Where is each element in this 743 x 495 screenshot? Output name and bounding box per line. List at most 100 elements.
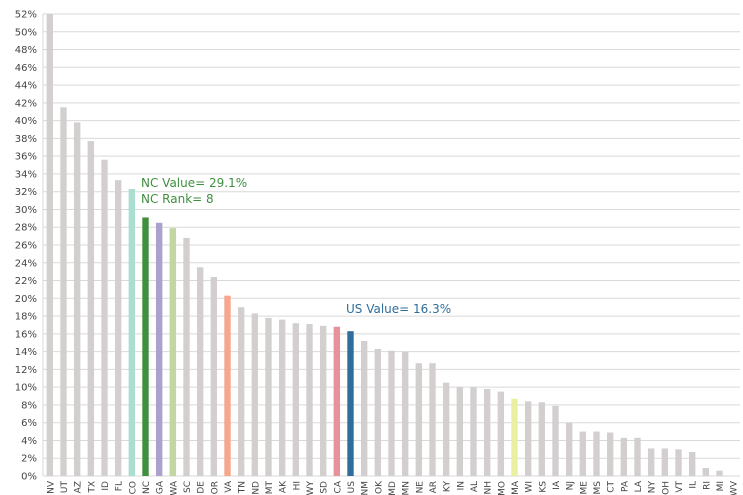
bar [634, 437, 641, 476]
y-tick-label: 2% [21, 454, 37, 465]
bar [538, 402, 546, 476]
y-tick-label: 48% [15, 45, 37, 56]
x-tick-label: DE [197, 481, 207, 494]
x-tick-label: TX [87, 481, 97, 494]
bar [579, 431, 587, 476]
x-tick-label: AZ [74, 481, 84, 493]
x-tick-label: NM [361, 481, 371, 495]
x-tick-label: WI [525, 481, 535, 493]
y-tick-label: 52% [15, 10, 37, 21]
y-tick-label: 14% [15, 347, 37, 358]
bar [524, 401, 532, 476]
x-tick-label: SC [183, 481, 193, 493]
y-tick-label: 32% [15, 187, 37, 198]
bar [87, 141, 95, 477]
x-tick-label: NY [648, 481, 658, 494]
bar [319, 325, 327, 476]
x-tick-label: NE [415, 481, 425, 494]
x-tick-label: MI [716, 481, 726, 491]
bar [511, 398, 518, 476]
x-tick-label: MT [265, 481, 275, 495]
annotation: NC Rank= 8 [141, 192, 214, 206]
bar [415, 363, 423, 476]
x-tick-label: MO [497, 481, 507, 495]
bar [565, 422, 573, 476]
x-tick-label: UT [60, 481, 70, 494]
x-tick-label: NC [142, 481, 152, 494]
bar [456, 387, 464, 476]
y-tick-label: 26% [15, 241, 37, 252]
bar [552, 405, 559, 476]
x-tick-label: US [347, 481, 357, 494]
bar [470, 387, 477, 476]
bar [142, 217, 149, 476]
x-tick-label: KY [443, 481, 453, 493]
x-tick-label: AR [429, 481, 439, 493]
x-tick-label: OK [374, 480, 384, 494]
bar [442, 382, 450, 476]
x-tick-label: ME [579, 481, 589, 495]
bar [237, 307, 245, 476]
x-tick-label: AL [470, 481, 480, 492]
x-tick-label: RI [702, 481, 712, 490]
bar [620, 437, 628, 476]
y-tick-label: 34% [15, 169, 37, 180]
x-tick-label: CT [607, 481, 617, 493]
bar [606, 432, 614, 476]
x-tick-label: LA [634, 480, 644, 492]
bar [46, 14, 54, 476]
x-tick-label: MN [402, 481, 412, 495]
bar [497, 391, 505, 476]
annotation: US Value= 16.3% [346, 302, 451, 316]
x-tick-label: NV [46, 480, 56, 494]
bar [278, 319, 286, 476]
x-tick-label: KS [538, 481, 548, 493]
x-tick-label: MA [511, 480, 521, 495]
bar [224, 295, 231, 476]
y-tick-label: 24% [15, 258, 37, 269]
y-tick-label: 40% [15, 116, 37, 127]
y-tick-label: 38% [15, 134, 37, 145]
x-tick-label: WV [730, 480, 740, 495]
bar [593, 431, 600, 476]
x-tick-label: IA [552, 480, 562, 490]
x-tick-label: ID [101, 481, 111, 491]
bar [169, 228, 177, 476]
x-tick-label: ND [251, 481, 261, 495]
bar [265, 317, 272, 476]
x-tick-label: TN [238, 481, 248, 494]
bar [360, 340, 368, 476]
x-tick-label: MD [388, 481, 398, 495]
bar [688, 452, 696, 476]
bar [347, 331, 354, 476]
bar [60, 107, 67, 477]
x-tick-label: MS [593, 481, 603, 495]
y-tick-label: 10% [15, 383, 37, 394]
y-tick-label: 18% [15, 312, 37, 323]
x-tick-label: CA [333, 480, 343, 493]
x-tick-label: NH [484, 481, 494, 495]
x-tick-label: SD [320, 481, 330, 494]
x-tick-label: WA [169, 480, 179, 495]
y-tick-label: 46% [15, 63, 37, 74]
x-tick-label: OH [661, 481, 671, 495]
bar [306, 324, 313, 476]
y-tick-label: 28% [15, 223, 37, 234]
bar [702, 468, 710, 476]
bar [128, 189, 136, 476]
x-tick-label: NJ [566, 481, 576, 490]
x-tick-label: PA [620, 480, 630, 492]
x-tick-label: FL [115, 481, 125, 491]
bar [429, 363, 436, 476]
y-tick-label: 20% [15, 294, 37, 305]
x-tick-label: AK [279, 480, 289, 493]
y-tick-label: 0% [21, 472, 37, 483]
x-tick-label: VT [675, 480, 685, 492]
bar [675, 449, 682, 476]
y-tick-label: 16% [15, 329, 37, 340]
y-tick-label: 12% [15, 365, 37, 376]
x-tick-label: IL [689, 481, 699, 489]
bar [716, 470, 723, 476]
y-tick-label: 8% [21, 400, 37, 411]
bar [292, 323, 300, 476]
